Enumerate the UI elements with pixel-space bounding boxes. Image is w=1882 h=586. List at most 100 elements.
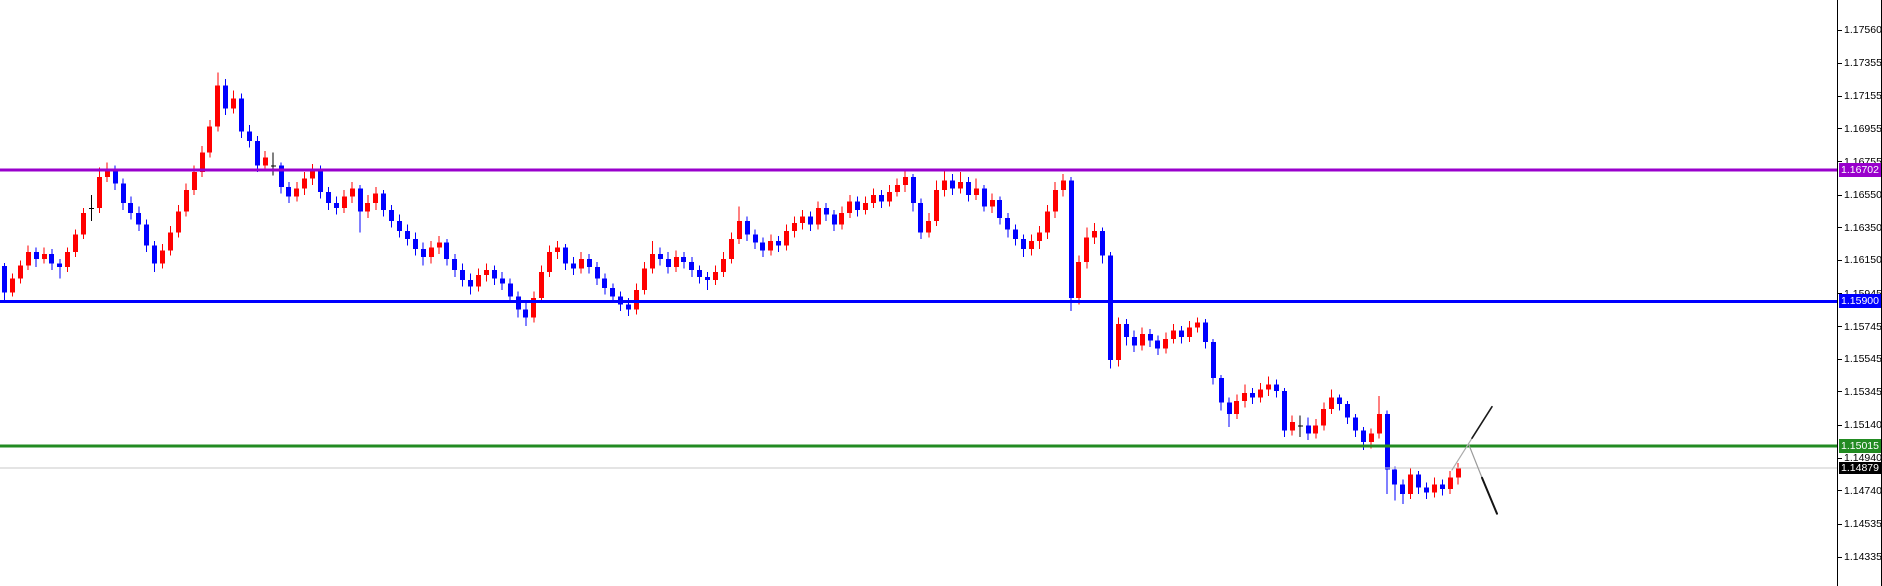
axis-tick-mark xyxy=(1838,95,1842,97)
candle-up xyxy=(926,221,931,233)
axis-tick-label: 1.16150 xyxy=(1844,254,1882,267)
candle-down xyxy=(776,240,781,246)
candle-up xyxy=(1456,468,1461,478)
candle-up xyxy=(547,252,552,272)
candle-up xyxy=(105,170,110,178)
candle-up xyxy=(1321,409,1326,426)
candle-down xyxy=(1400,484,1405,495)
candle-up xyxy=(1187,327,1192,338)
candle-up xyxy=(200,152,205,173)
candle-down xyxy=(247,131,252,142)
candle-up xyxy=(231,98,236,109)
chart-area[interactable] xyxy=(0,0,1837,586)
candle-down xyxy=(1282,391,1287,431)
candle-up xyxy=(784,230,789,246)
axis-tick-mark xyxy=(1838,457,1842,459)
candle-down xyxy=(1155,340,1160,349)
candle-up xyxy=(294,188,299,197)
candle-down xyxy=(286,186,291,197)
candle-up xyxy=(81,213,86,235)
forecast-up-lower[interactable] xyxy=(1451,437,1473,471)
candle-up xyxy=(484,270,489,276)
candle-down xyxy=(595,266,600,279)
axis-tick-mark xyxy=(1838,523,1842,525)
candle-up xyxy=(1290,422,1295,431)
forecast-down-upper[interactable] xyxy=(1468,444,1483,479)
candle-down xyxy=(610,288,615,297)
axis-tick-mark xyxy=(1838,326,1842,328)
price-badge-level-blue: 1.15900 xyxy=(1839,294,1881,309)
candle-up xyxy=(184,190,189,212)
candle-down xyxy=(911,177,916,204)
candle-down xyxy=(358,188,363,212)
candle-doji xyxy=(89,208,94,210)
candle-up xyxy=(737,221,742,240)
candle-down xyxy=(1416,474,1421,488)
candle-up xyxy=(579,258,584,269)
candle-up xyxy=(958,181,963,189)
candle-up xyxy=(792,222,797,231)
candle-down xyxy=(697,270,702,277)
candle-up xyxy=(1076,262,1081,298)
candle-up xyxy=(555,247,560,253)
candle-down xyxy=(966,181,971,196)
candle-down xyxy=(666,258,671,267)
axis-tick-label: 1.14740 xyxy=(1844,484,1882,497)
candle-down xyxy=(1250,392,1255,398)
forecast-down-lower[interactable] xyxy=(1481,476,1498,515)
candle-down xyxy=(421,248,426,258)
candle-down xyxy=(1132,337,1137,346)
price-badge-bid-price-line: 1.14879 xyxy=(1839,462,1881,475)
candle-down xyxy=(255,141,260,166)
candle-down xyxy=(397,221,402,231)
candle-up xyxy=(1061,180,1066,191)
candle-up xyxy=(302,178,307,189)
candle-down xyxy=(1227,402,1232,415)
candle-down xyxy=(1353,417,1358,431)
candle-up xyxy=(729,239,734,259)
candle-up xyxy=(1029,240,1034,249)
candle-up xyxy=(1258,389,1263,398)
candle-down xyxy=(523,309,528,318)
axis-tick-label: 1.16350 xyxy=(1844,221,1882,234)
candle-up xyxy=(1140,333,1145,346)
candle-up xyxy=(871,195,876,204)
candle-up xyxy=(350,188,355,197)
candle-up xyxy=(800,216,805,223)
candle-up xyxy=(10,278,15,293)
candle-up xyxy=(1116,324,1121,361)
candle-down xyxy=(832,214,837,225)
candle-down xyxy=(452,258,457,271)
axis-tick-label: 1.15745 xyxy=(1844,320,1882,333)
axis-tick-mark xyxy=(1838,161,1842,163)
candle-down xyxy=(1124,324,1129,338)
candle-down xyxy=(1179,330,1184,338)
candle-down xyxy=(500,278,505,284)
candle-down xyxy=(144,224,149,246)
price-axis[interactable]: 1.17560 1.17355 1.17155 1.16955 1.16755 1.165… xyxy=(1837,0,1882,586)
candle-down xyxy=(318,168,323,192)
candle-down xyxy=(136,213,141,225)
candle-down xyxy=(705,276,710,281)
axis-tick-mark xyxy=(1838,227,1842,229)
axis-tick-label: 1.17355 xyxy=(1844,57,1882,70)
candle-up xyxy=(1329,397,1334,410)
forecast-up-upper[interactable] xyxy=(1471,405,1493,440)
candle-up xyxy=(942,180,947,191)
candle-up xyxy=(847,201,852,214)
candle-down xyxy=(1385,414,1390,470)
candle-up xyxy=(1045,211,1050,233)
candle-down xyxy=(824,208,829,215)
candle-down xyxy=(326,191,331,204)
candle-up xyxy=(263,157,268,166)
candle-up xyxy=(73,234,78,253)
candle-up xyxy=(26,252,31,266)
candle-down xyxy=(1203,322,1208,343)
candle-up xyxy=(1053,190,1058,212)
axis-tick-mark xyxy=(1838,424,1842,426)
candle-up xyxy=(1163,338,1168,349)
candle-down xyxy=(34,252,39,259)
axis-tick-label: 1.17155 xyxy=(1844,90,1882,103)
candle-down xyxy=(1392,469,1397,485)
candle-up xyxy=(176,211,181,233)
